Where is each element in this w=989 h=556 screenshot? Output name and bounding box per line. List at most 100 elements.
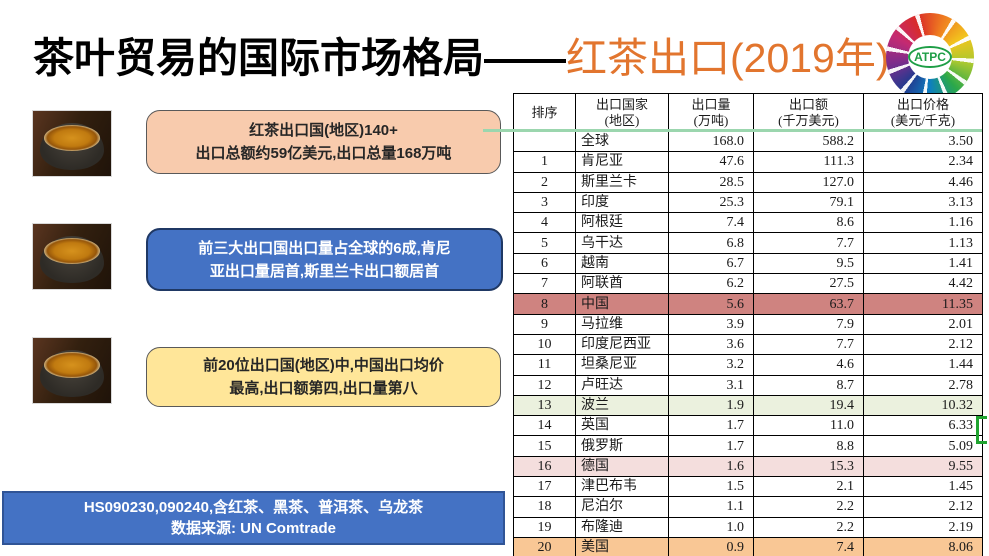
table-row: 全球 168.0 588.2 3.50 (513, 130, 983, 153)
header-line: 排序 (531, 104, 558, 120)
cell-amount: 27.5 (753, 273, 864, 295)
callout-top20: 前20位出口国(地区)中,中国出口均价 最高,出口额第四,出口量第八 (146, 347, 501, 407)
cell-qty: 25.3 (668, 191, 754, 214)
cell-country: 阿联酋 (575, 273, 669, 295)
cell-country: 印度 (575, 191, 669, 214)
table-row: 4 阿根廷 7.4 8.6 1.16 (513, 212, 983, 234)
title-black: 茶叶贸易的国际市场格局—— (33, 35, 566, 81)
cell-amount: 7.4 (753, 536, 864, 556)
cell-price: 2.19 (863, 516, 983, 538)
cell-country: 美国 (575, 536, 669, 556)
cell-country: 乌干达 (575, 232, 669, 254)
cell-amount: 8.8 (753, 435, 864, 457)
table-row: 12 卢旺达 3.1 8.7 2.78 (513, 374, 983, 396)
export-table: 排序 出口国家 (地区) 出口量 (万吨) 出口额 (千万美元) (513, 93, 983, 556)
tea-surface (44, 238, 100, 264)
cell-amount: 7.7 (753, 232, 864, 254)
header-cell-country: 出口国家 (地区) (575, 93, 669, 132)
callout-line: 前三大出口国出口量占全球的6成,肯尼 (198, 239, 451, 257)
table-row: 10 印度尼西亚 3.6 7.7 2.12 (513, 333, 983, 356)
callout-line: 出口总额约59亿美元,出口总量168万吨 (195, 145, 452, 162)
cell-country: 卢旺达 (575, 374, 669, 396)
cell-amount: 63.7 (753, 293, 864, 315)
table-row: 6 越南 6.7 9.5 1.41 (513, 252, 983, 275)
header-line: 出口国家 (595, 96, 648, 112)
cell-amount: 11.0 (753, 415, 864, 437)
callout-exporters: 红茶出口国(地区)140+ 出口总额约59亿美元,出口总量168万吨 (146, 110, 501, 174)
cell-price: 2.34 (863, 151, 983, 173)
cell-price: 1.13 (863, 232, 983, 254)
tea-cup-photo (32, 223, 112, 290)
cell-rank: 9 (513, 313, 576, 335)
cell-country: 布隆迪 (575, 516, 669, 538)
cell-country: 俄罗斯 (575, 435, 669, 457)
callout-line: 亚出口量居首,斯里兰卡出口额居首 (209, 262, 440, 280)
cell-country: 印度尼西亚 (575, 333, 669, 356)
footer-banner: HS090230,090240,含红茶、黑茶、普洱茶、乌龙茶 数据来源: UN … (2, 491, 505, 545)
cell-qty: 3.6 (668, 333, 754, 356)
cell-rank (513, 130, 576, 153)
cell-price: 1.41 (863, 252, 983, 275)
cell-rank: 2 (513, 171, 576, 193)
cell-qty: 3.2 (668, 354, 754, 376)
footer-line: 数据来源: UN Comtrade (170, 520, 336, 537)
header-line: 出口量 (691, 96, 731, 112)
table-row: 8 中国 5.6 63.7 11.35 (513, 293, 983, 315)
cell-price: 10.32 (863, 394, 983, 417)
callout-line: 前20位出口国(地区)中,中国出口均价 (203, 357, 444, 374)
cell-amount: 2.2 (753, 496, 864, 518)
callout-line: 红茶出口国(地区)140+ (249, 122, 398, 139)
cell-rank: 11 (513, 354, 576, 376)
cell-amount: 8.6 (753, 212, 864, 234)
cell-qty: 168.0 (668, 130, 754, 153)
header-line: 出口价格 (896, 96, 949, 112)
cell-qty: 6.8 (668, 232, 754, 254)
header-line: 出口额 (788, 96, 828, 112)
cell-rank: 19 (513, 516, 576, 538)
header-cell-rank: 排序 (513, 93, 576, 132)
table-row: 5 乌干达 6.8 7.7 1.13 (513, 232, 983, 254)
cell-amount: 127.0 (753, 171, 864, 193)
atpc-logo-icon: ATPC (886, 13, 974, 101)
cell-qty: 1.7 (668, 435, 754, 457)
header-cell-amount: 出口额 (千万美元) (753, 93, 864, 132)
cell-price: 1.45 (863, 476, 983, 498)
cell-qty: 28.5 (668, 171, 754, 193)
tea-cup-photo (32, 337, 112, 404)
cell-country: 阿根廷 (575, 212, 669, 234)
cell-rank: 5 (513, 232, 576, 254)
table-row: 14 英国 1.7 11.0 6.33 (513, 415, 983, 437)
tea-surface (44, 352, 100, 378)
table-row: 18 尼泊尔 1.1 2.2 2.12 (513, 496, 983, 518)
cell-qty: 5.6 (668, 293, 754, 315)
cell-amount: 111.3 (753, 151, 864, 173)
cell-amount: 19.4 (753, 394, 864, 417)
cell-qty: 3.1 (668, 374, 754, 396)
callout-line: 最高,出口额第四,出口量第八 (229, 380, 418, 397)
header-line: (地区) (604, 112, 640, 128)
table-row: 19 布隆迪 1.0 2.2 2.19 (513, 516, 983, 538)
cell-country: 马拉维 (575, 313, 669, 335)
table-header-row: 排序 出口国家 (地区) 出口量 (万吨) 出口额 (千万美元) (513, 93, 983, 132)
cell-country: 坦桑尼亚 (575, 354, 669, 376)
cell-qty: 1.6 (668, 455, 754, 478)
header-underline-annotation (483, 129, 982, 132)
cell-amount: 2.1 (753, 476, 864, 498)
page-title: 茶叶贸易的国际市场格局——红茶出口(2019年) (33, 24, 890, 84)
cell-qty: 0.9 (668, 536, 754, 556)
cell-rank: 18 (513, 496, 576, 518)
cell-price: 5.09 (863, 435, 983, 457)
cell-rank: 7 (513, 273, 576, 295)
header-line: (千万美元) (778, 112, 839, 128)
cell-qty: 7.4 (668, 212, 754, 234)
cell-qty: 1.9 (668, 394, 754, 417)
atpc-logo-text: ATPC (908, 46, 952, 68)
cell-country: 英国 (575, 415, 669, 437)
cell-country: 德国 (575, 455, 669, 478)
cell-price: 2.78 (863, 374, 983, 396)
header-cell-qty: 出口量 (万吨) (668, 93, 754, 132)
table-body: 全球 168.0 588.2 3.50 1 肯尼亚 47.6 111.3 2.34 2 斯里兰卡 28… (513, 130, 983, 556)
table-row: 2 斯里兰卡 28.5 127.0 4.46 (513, 171, 983, 193)
cell-rank: 17 (513, 476, 576, 498)
